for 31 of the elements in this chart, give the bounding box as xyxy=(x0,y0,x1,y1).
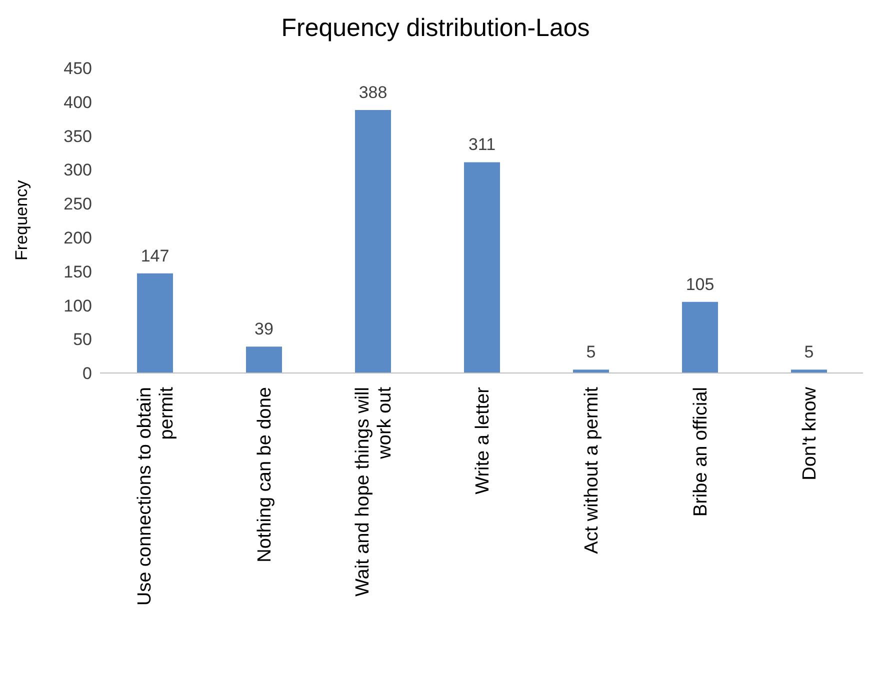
x-tick-label: Use connections to obtain permit xyxy=(134,386,178,606)
y-tick-label: 0 xyxy=(82,364,92,384)
data-label: 147 xyxy=(140,246,170,266)
y-tick-label: 450 xyxy=(64,59,92,78)
y-tick-label: 50 xyxy=(73,330,92,350)
y-tick-label: 250 xyxy=(64,194,92,214)
bar xyxy=(137,273,173,373)
bar xyxy=(682,302,718,373)
y-tick-label: 400 xyxy=(64,92,92,112)
data-label: 311 xyxy=(468,135,496,154)
x-tick-label: Don't know xyxy=(800,386,820,480)
y-tick-label: 350 xyxy=(64,126,92,146)
y-tick-label: 100 xyxy=(64,296,92,316)
bar xyxy=(246,346,282,373)
bar xyxy=(355,110,391,373)
x-tick-label: Bribe an official xyxy=(690,387,712,517)
y-tick-label: 300 xyxy=(64,160,92,180)
x-tick-label: Act without a permit xyxy=(582,386,602,554)
y-tick-label: 200 xyxy=(64,228,92,248)
data-label: 105 xyxy=(686,274,714,294)
y-axis-title: Frequency xyxy=(12,180,32,260)
chart-title: Frequency distribution-Laos xyxy=(280,14,591,43)
bar xyxy=(464,162,500,373)
data-label: 5 xyxy=(586,342,596,362)
x-tick-label: Wait and hope things will work out xyxy=(352,386,396,596)
data-label: 39 xyxy=(254,320,274,339)
x-tick-label: Write a letter xyxy=(472,386,494,494)
data-label: 5 xyxy=(804,342,814,362)
data-label: 388 xyxy=(358,83,388,102)
y-tick-label: 150 xyxy=(64,262,92,282)
x-tick-label: Nothing can be done xyxy=(254,387,276,562)
